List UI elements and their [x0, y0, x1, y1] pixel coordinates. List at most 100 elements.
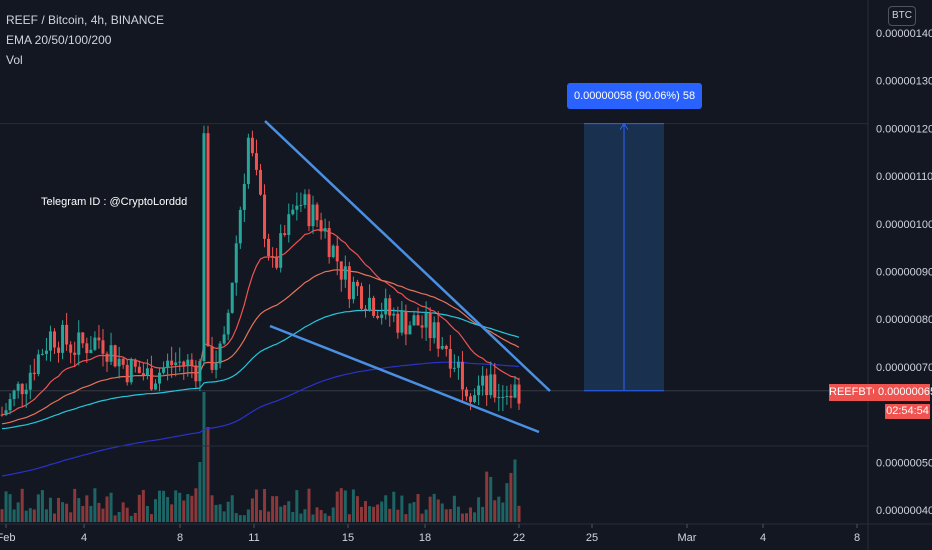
candle-body	[448, 349, 452, 369]
candle-body	[101, 340, 105, 354]
volume-bar	[335, 491, 339, 522]
volume-bar	[267, 511, 271, 522]
volume-bar	[230, 495, 234, 522]
volume-bar	[271, 496, 275, 522]
volume-bar	[28, 508, 32, 522]
volume-bar	[311, 514, 315, 522]
volume-bar	[254, 489, 258, 522]
candle-body	[137, 366, 141, 374]
volume-bar	[77, 498, 81, 522]
volume-bar	[190, 495, 194, 522]
candle-body	[4, 410, 8, 415]
candle-body	[283, 233, 287, 235]
volume-bar	[0, 509, 4, 522]
volume-bar	[69, 512, 73, 522]
volume-bar	[202, 392, 206, 522]
volume-bar	[444, 509, 448, 522]
bar-countdown: 02:54:54	[885, 404, 930, 419]
candle-body	[452, 367, 456, 369]
volume-bar	[428, 496, 432, 522]
candle-body	[489, 374, 493, 396]
candle-body	[287, 214, 291, 235]
candle-body	[513, 384, 517, 398]
candle-body	[20, 383, 24, 395]
volume-bar	[158, 490, 162, 522]
candle-body	[372, 297, 376, 316]
volume-bar	[323, 513, 327, 522]
time-tick-label: 18	[419, 532, 431, 544]
measure-arrow-head	[619, 122, 629, 130]
volume-bar	[364, 501, 368, 522]
candle-body	[509, 395, 513, 398]
volume-bar	[48, 497, 52, 522]
candle-body	[275, 256, 279, 268]
candle-body	[404, 311, 408, 335]
upper-trendline	[264, 120, 551, 392]
candle-body	[271, 256, 275, 258]
currency-badge[interactable]: BTC	[888, 6, 916, 26]
candle-body	[242, 183, 246, 210]
candle-body	[28, 372, 32, 390]
ema-50-line	[1, 269, 520, 425]
volume-bar	[469, 507, 473, 522]
candle-body	[125, 364, 129, 383]
volume-bar	[392, 491, 396, 522]
candle-body	[149, 368, 153, 390]
candle-body	[12, 390, 16, 400]
volume-bar	[206, 427, 210, 522]
volume-bar	[283, 505, 287, 522]
ema-indicator-label[interactable]: EMA 20/50/100/200	[6, 33, 112, 47]
candle-body	[359, 286, 363, 309]
candle-body	[186, 359, 190, 366]
volume-bar	[452, 495, 456, 522]
candle-body	[246, 137, 250, 184]
volume-bar	[174, 490, 178, 522]
candle-body	[65, 324, 69, 345]
volume-bar	[448, 509, 452, 522]
volume-bar	[319, 509, 323, 522]
volume-bar	[162, 490, 166, 522]
candle-body	[444, 345, 448, 350]
chart-legend: REEF / Bitcoin, 4h, BINANCE EMA 20/50/10…	[6, 10, 164, 70]
candle-body	[323, 228, 327, 232]
volume-indicator-label[interactable]: Vol	[6, 53, 23, 67]
candle-body	[24, 389, 28, 395]
candle-body	[368, 297, 372, 311]
volume-bar	[246, 509, 250, 522]
candle-body	[339, 261, 343, 280]
candle-body	[436, 322, 440, 349]
time-axis[interactable]: Feb 4 8 11 15 18 22 25 Mar 4 8	[0, 524, 860, 544]
candle-body	[206, 133, 210, 347]
time-tick-label: 11	[248, 532, 259, 544]
volume-bar	[416, 493, 420, 522]
price-axis[interactable]: 0.00000140 0.00000130 0.00000120 0.00000110…	[876, 28, 932, 517]
candle-body	[190, 359, 194, 366]
candle-body	[263, 194, 267, 239]
volume-bar	[359, 506, 363, 522]
time-tick-label: 4	[760, 532, 766, 544]
candle-body	[117, 358, 121, 367]
candle-body	[153, 383, 157, 390]
candle-body	[307, 194, 311, 227]
candle-body	[210, 346, 214, 370]
volume-bar	[20, 488, 24, 522]
time-tick-label: Feb	[0, 532, 15, 544]
time-tick-label: 8	[854, 532, 860, 544]
candle-body	[77, 332, 81, 355]
volume-bar	[36, 494, 40, 522]
time-tick-label: 15	[342, 532, 354, 544]
symbol-title[interactable]: REEF / Bitcoin, 4h, BINANCE	[6, 13, 165, 27]
candle-body	[198, 361, 202, 382]
volume-bar	[347, 514, 351, 522]
candle-body	[432, 322, 436, 339]
volume-bar	[505, 483, 509, 522]
measure-label: 0.00000058 (90.06%) 58	[567, 83, 703, 109]
candle-body	[347, 266, 351, 300]
volume-bar	[218, 504, 222, 522]
candle-body	[473, 395, 477, 403]
candle-body	[416, 315, 420, 326]
candle-body	[113, 345, 117, 367]
candle-body	[230, 282, 234, 313]
volume-bar	[153, 499, 157, 522]
